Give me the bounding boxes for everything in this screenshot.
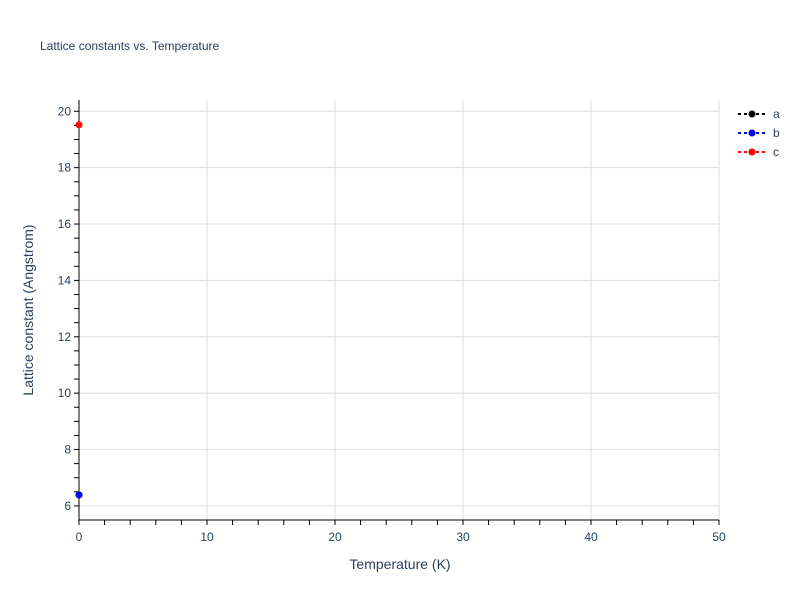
y-tick-label: 18: [58, 161, 72, 175]
x-tick-label: 10: [200, 530, 214, 544]
legend-marker-c: [748, 148, 756, 156]
legend-label-b: b: [773, 126, 780, 140]
x-tick-label: 50: [712, 530, 726, 544]
y-tick-label: 14: [58, 273, 72, 287]
data-point-b: [75, 491, 83, 499]
data-point-c: [75, 121, 83, 129]
y-tick-label: 12: [58, 330, 72, 344]
legend-label-c: c: [773, 145, 779, 159]
y-tick-label: 6: [64, 499, 71, 513]
x-axis-label: Temperature (K): [349, 556, 450, 572]
y-tick-label: 10: [58, 386, 72, 400]
x-tick-label: 20: [328, 530, 342, 544]
x-tick-label: 0: [76, 530, 83, 544]
y-axis-label: Lattice constant (Angstrom): [20, 224, 36, 395]
legend-label-a: a: [773, 107, 780, 121]
y-tick-label: 16: [58, 217, 72, 231]
legend-marker-b: [748, 129, 756, 137]
x-tick-label: 40: [584, 530, 598, 544]
chart-title: Lattice constants vs. Temperature: [40, 39, 220, 53]
legend-marker-a: [748, 110, 756, 118]
y-tick-label: 20: [58, 104, 72, 118]
x-tick-label: 30: [456, 530, 470, 544]
y-tick-label: 8: [64, 443, 71, 457]
